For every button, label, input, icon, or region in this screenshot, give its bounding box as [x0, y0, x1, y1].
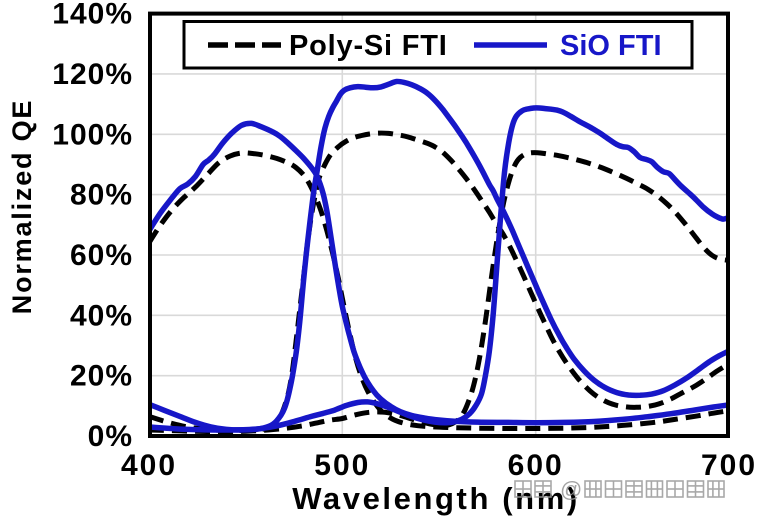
svg-text:700: 700: [701, 449, 757, 482]
svg-text:@: @: [560, 477, 582, 502]
svg-text:Normalized QE: Normalized QE: [7, 99, 37, 314]
svg-text:400: 400: [121, 449, 177, 482]
svg-text:140%: 140%: [52, 0, 133, 31]
svg-text:Poly-Si FTI: Poly-Si FTI: [289, 30, 448, 62]
svg-text:Wavelength (nm): Wavelength (nm): [292, 481, 580, 516]
svg-text:80%: 80%: [70, 179, 133, 212]
svg-text:SiO FTI: SiO FTI: [560, 30, 662, 62]
svg-text:100%: 100%: [52, 118, 133, 151]
svg-text:60%: 60%: [70, 239, 133, 272]
svg-text:120%: 120%: [52, 58, 133, 91]
svg-text:40%: 40%: [70, 299, 133, 332]
svg-text:0%: 0%: [88, 420, 133, 453]
svg-text:600: 600: [508, 449, 564, 482]
svg-text:500: 500: [314, 449, 370, 482]
svg-text:20%: 20%: [70, 360, 133, 393]
